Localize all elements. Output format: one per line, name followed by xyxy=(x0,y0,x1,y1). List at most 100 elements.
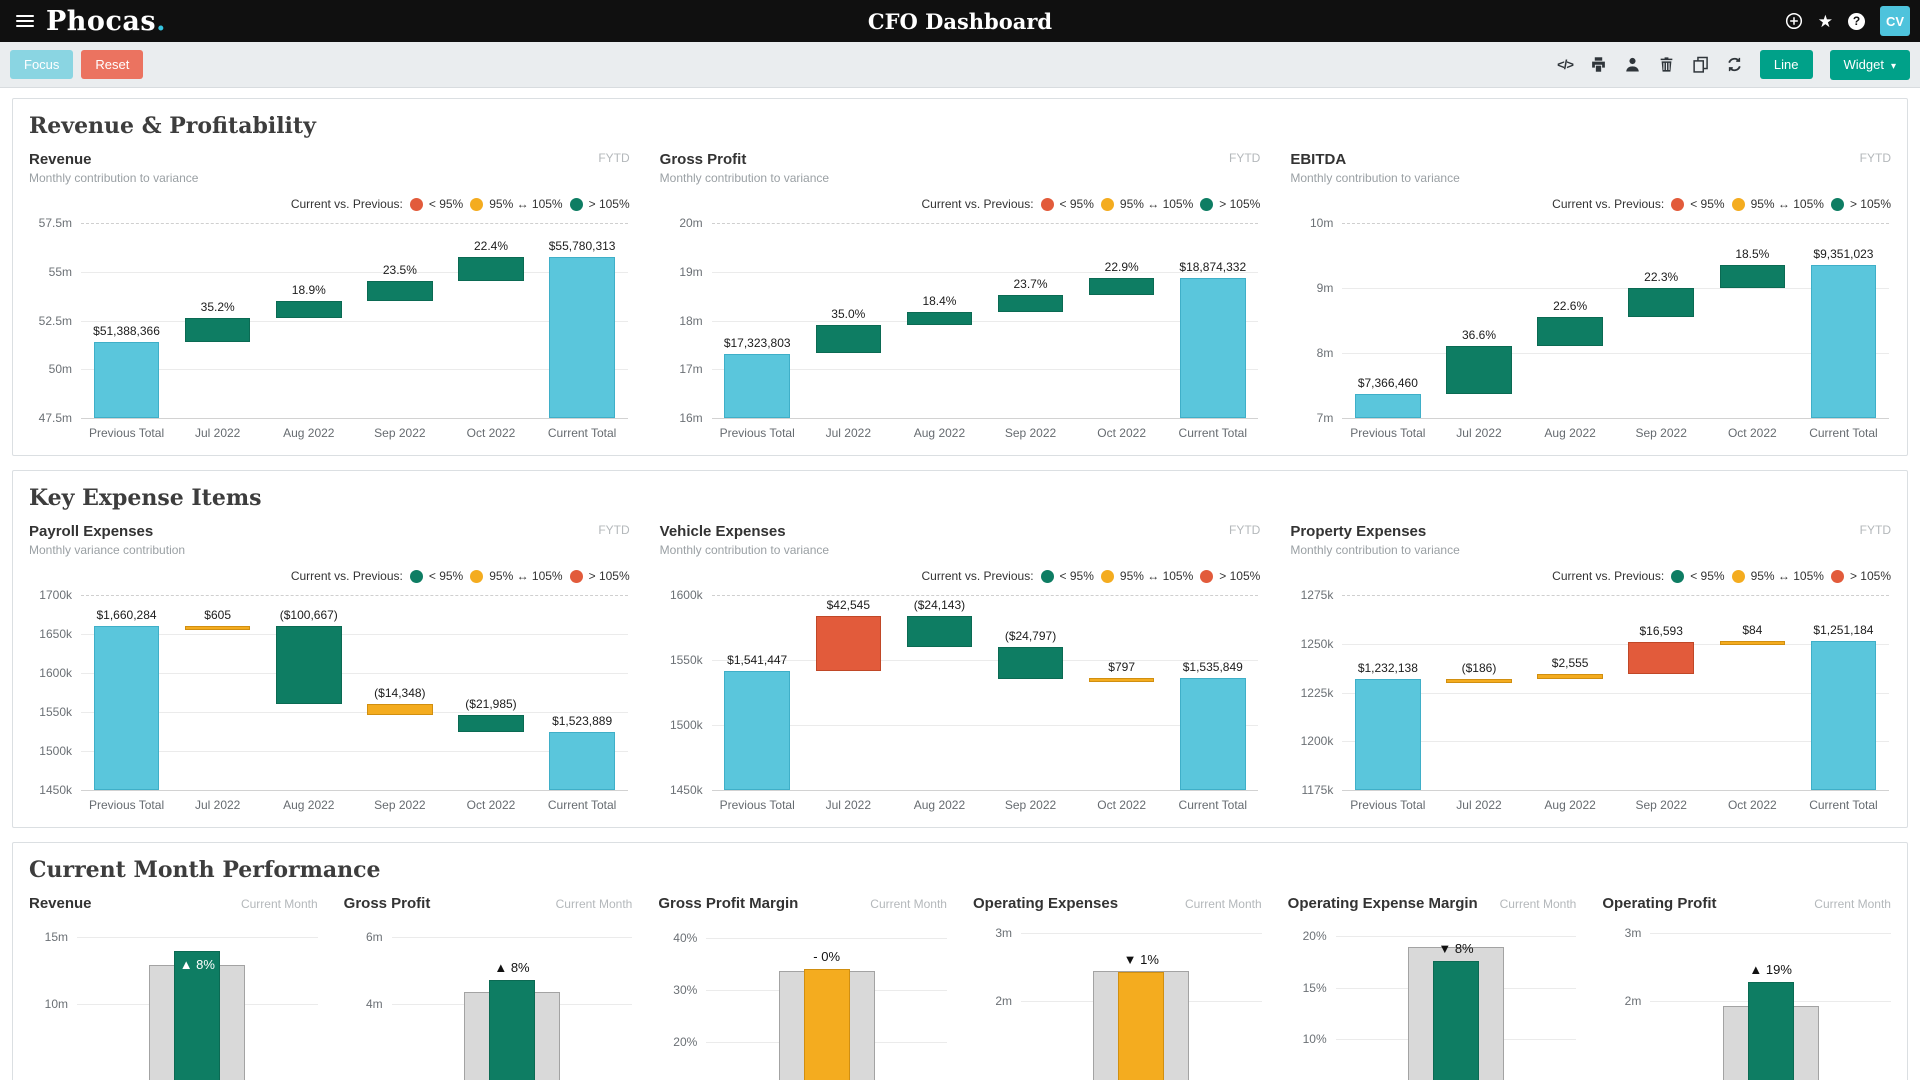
bar-total[interactable] xyxy=(1355,678,1421,790)
add-circle-icon[interactable] xyxy=(1785,12,1803,30)
x-axis-label: Current Total xyxy=(1178,798,1248,812)
legend-item: < 95% xyxy=(409,197,463,211)
line-button[interactable]: Line xyxy=(1759,50,1813,79)
y-axis-label: 20% xyxy=(1302,929,1327,944)
y-axis-label: 19m xyxy=(679,264,703,279)
bar-delta[interactable] xyxy=(997,294,1064,313)
bar-total[interactable] xyxy=(724,671,790,790)
phocas-logo[interactable]: Phocas. xyxy=(46,8,166,35)
gridline xyxy=(1342,288,1889,289)
subscribe-user-icon[interactable] xyxy=(1624,56,1641,73)
waterfall-chart: Gross Profit Monthly contribution to vari… xyxy=(660,151,1261,443)
bar-delta[interactable] xyxy=(1446,345,1512,395)
bar-total[interactable] xyxy=(549,732,615,790)
y-axis-label: 7m xyxy=(1316,411,1334,425)
bar-delta[interactable] xyxy=(1719,265,1786,288)
chart-row: Revenue Monthly contribution to variance F… xyxy=(29,151,1891,443)
bar-value-label: 23.5% xyxy=(382,262,417,277)
bar-delta[interactable] xyxy=(367,280,433,301)
mini-bar-current[interactable] xyxy=(1118,972,1165,1080)
bar-delta[interactable] xyxy=(275,300,342,318)
avatar[interactable]: CV xyxy=(1880,6,1910,36)
yellow-legend-dot xyxy=(1100,197,1114,211)
help-icon[interactable]: ? xyxy=(1848,12,1865,30)
chart-row: Revenue Current Month 15m 10m ▲ 8% Gross Prof… xyxy=(29,895,1891,1080)
x-axis-label: Aug 2022 xyxy=(1544,798,1596,812)
bar-value-label: 22.9% xyxy=(1104,259,1139,274)
bar-delta[interactable] xyxy=(1537,317,1603,346)
y-axis-label: 1225k xyxy=(1300,685,1334,700)
bar-delta[interactable] xyxy=(815,615,882,672)
widget-button[interactable]: Widget ▾ xyxy=(1829,49,1910,80)
bar-total[interactable] xyxy=(1179,678,1246,790)
bar-delta[interactable] xyxy=(1719,641,1786,646)
bar-total[interactable] xyxy=(1179,277,1246,418)
mini-bar-current[interactable] xyxy=(488,980,535,1080)
x-axis-label: Current Total xyxy=(1809,798,1878,812)
bar-delta[interactable] xyxy=(1628,641,1694,674)
header-actions: ★ ? CV xyxy=(1785,6,1910,36)
toolbar: Focus Reset </> Line Widget ▾ xyxy=(0,42,1920,88)
favorite-star-icon[interactable]: ★ xyxy=(1817,11,1833,31)
bar-delta[interactable] xyxy=(184,625,251,630)
y-axis-label: 1600k xyxy=(669,588,703,602)
gridline xyxy=(711,369,1259,371)
mini-bar-current[interactable] xyxy=(1432,960,1479,1080)
chart-legend: Current vs. Previous: < 95% 95% ↔ 105% > 10… xyxy=(29,197,630,211)
bar-delta[interactable] xyxy=(1628,287,1694,318)
mini-bar-current[interactable] xyxy=(803,969,850,1080)
green-legend-dot xyxy=(1671,569,1685,583)
bar-delta[interactable] xyxy=(815,325,882,354)
legend-item: < 95% xyxy=(1040,569,1094,583)
bar-value-label: 35.2% xyxy=(200,300,235,314)
legend-label: < 95% xyxy=(1690,569,1725,583)
bar-delta[interactable] xyxy=(906,615,973,648)
bar-delta[interactable] xyxy=(458,715,524,733)
menu-icon[interactable] xyxy=(16,15,34,27)
bar-total[interactable] xyxy=(93,342,160,418)
y-axis-label: 2m xyxy=(1624,994,1642,1009)
bar-delta[interactable] xyxy=(184,318,251,343)
bar-value-label: $1,232,138 xyxy=(1357,660,1418,675)
focus-button[interactable]: Focus xyxy=(10,50,74,79)
dashboard-body: Revenue & Profitability Revenue Monthly c… xyxy=(0,88,1920,1080)
bar-total[interactable] xyxy=(1355,394,1421,418)
x-axis-label: Aug 2022 xyxy=(913,426,966,440)
bar-delta[interactable] xyxy=(275,625,342,704)
chart-title: Operating Expenses xyxy=(972,895,1119,912)
y-axis-label: 1550k xyxy=(669,653,703,667)
bar-total[interactable] xyxy=(93,626,160,790)
bar-delta[interactable] xyxy=(1088,678,1155,683)
print-icon[interactable] xyxy=(1590,56,1607,73)
chart-header: Property Expenses Monthly contribution to… xyxy=(1290,523,1891,557)
bar-value-label: ($24,797) xyxy=(1004,629,1057,644)
reset-button[interactable]: Reset xyxy=(81,50,144,79)
delete-icon[interactable] xyxy=(1658,56,1675,73)
bar-delta[interactable] xyxy=(1446,678,1512,683)
bar-total[interactable] xyxy=(1810,265,1877,418)
bar-delta[interactable] xyxy=(458,256,524,281)
yellow-legend-dot xyxy=(1731,197,1745,211)
bar-delta[interactable] xyxy=(997,647,1064,680)
waterfall-chart: Property Expenses Monthly contribution to… xyxy=(1290,523,1891,815)
chart-subtitle: Monthly contribution to variance xyxy=(659,171,830,185)
bar-total[interactable] xyxy=(724,353,790,418)
legend-label: > 105% xyxy=(1849,569,1891,583)
chart-subtitle: Monthly variance contribution xyxy=(29,543,186,557)
bar-delta[interactable] xyxy=(1088,277,1155,295)
code-icon[interactable]: </> xyxy=(1557,57,1574,72)
bar-value-label: $84 xyxy=(1742,623,1763,638)
refresh-icon[interactable] xyxy=(1726,56,1743,73)
bar-delta[interactable] xyxy=(906,312,973,326)
bar-value-label: 36.6% xyxy=(1461,327,1496,342)
bar-total[interactable] xyxy=(1810,641,1877,790)
mini-bar-current[interactable] xyxy=(1747,981,1794,1080)
bar-value-label: $797 xyxy=(1108,660,1136,675)
bar-delta[interactable] xyxy=(367,704,433,716)
bar-delta[interactable] xyxy=(1537,674,1603,679)
chart-legend: Current vs. Previous: < 95% 95% ↔ 105% > 10… xyxy=(1290,197,1891,211)
duplicate-icon[interactable] xyxy=(1692,56,1709,73)
bar-total[interactable] xyxy=(549,256,615,418)
gridline xyxy=(81,790,628,791)
mini-bar-current[interactable] xyxy=(174,950,221,1080)
